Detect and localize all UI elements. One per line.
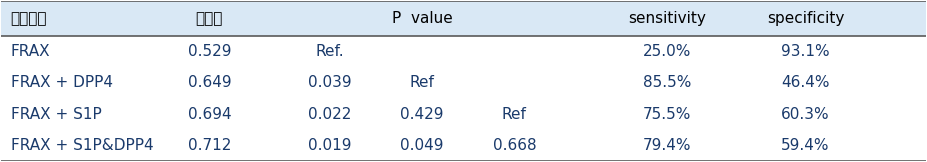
Text: FRAX + S1P: FRAX + S1P bbox=[10, 107, 101, 122]
Text: 0.049: 0.049 bbox=[400, 138, 444, 153]
Text: 0.022: 0.022 bbox=[308, 107, 351, 122]
Text: 75.5%: 75.5% bbox=[642, 107, 691, 122]
Text: FRAX: FRAX bbox=[10, 44, 50, 59]
Text: 0.039: 0.039 bbox=[308, 75, 351, 91]
Text: specificity: specificity bbox=[767, 11, 844, 26]
Text: Ref: Ref bbox=[502, 107, 527, 122]
Text: 25.0%: 25.0% bbox=[642, 44, 691, 59]
Text: 예측모델: 예측모델 bbox=[10, 11, 47, 26]
Text: 0.019: 0.019 bbox=[308, 138, 351, 153]
Text: 93.1%: 93.1% bbox=[781, 44, 830, 59]
Text: 0.649: 0.649 bbox=[187, 75, 231, 91]
Text: 0.668: 0.668 bbox=[492, 138, 536, 153]
Text: 46.4%: 46.4% bbox=[781, 75, 830, 91]
Text: 79.4%: 79.4% bbox=[642, 138, 692, 153]
Text: sensitivity: sensitivity bbox=[628, 11, 705, 26]
Text: 60.3%: 60.3% bbox=[781, 107, 830, 122]
Text: Ref: Ref bbox=[410, 75, 435, 91]
Bar bbox=[1, 1, 926, 36]
Text: FRAX + DPP4: FRAX + DPP4 bbox=[10, 75, 113, 91]
Text: 예측능: 예측능 bbox=[196, 11, 223, 26]
Text: 0.694: 0.694 bbox=[187, 107, 231, 122]
Text: 0.529: 0.529 bbox=[187, 44, 231, 59]
Text: Ref.: Ref. bbox=[315, 44, 344, 59]
Text: FRAX + S1P&DPP4: FRAX + S1P&DPP4 bbox=[10, 138, 153, 153]
Text: 59.4%: 59.4% bbox=[781, 138, 830, 153]
Text: 85.5%: 85.5% bbox=[642, 75, 691, 91]
Text: 0.429: 0.429 bbox=[400, 107, 444, 122]
Text: P  value: P value bbox=[391, 11, 452, 26]
Text: 0.712: 0.712 bbox=[187, 138, 231, 153]
